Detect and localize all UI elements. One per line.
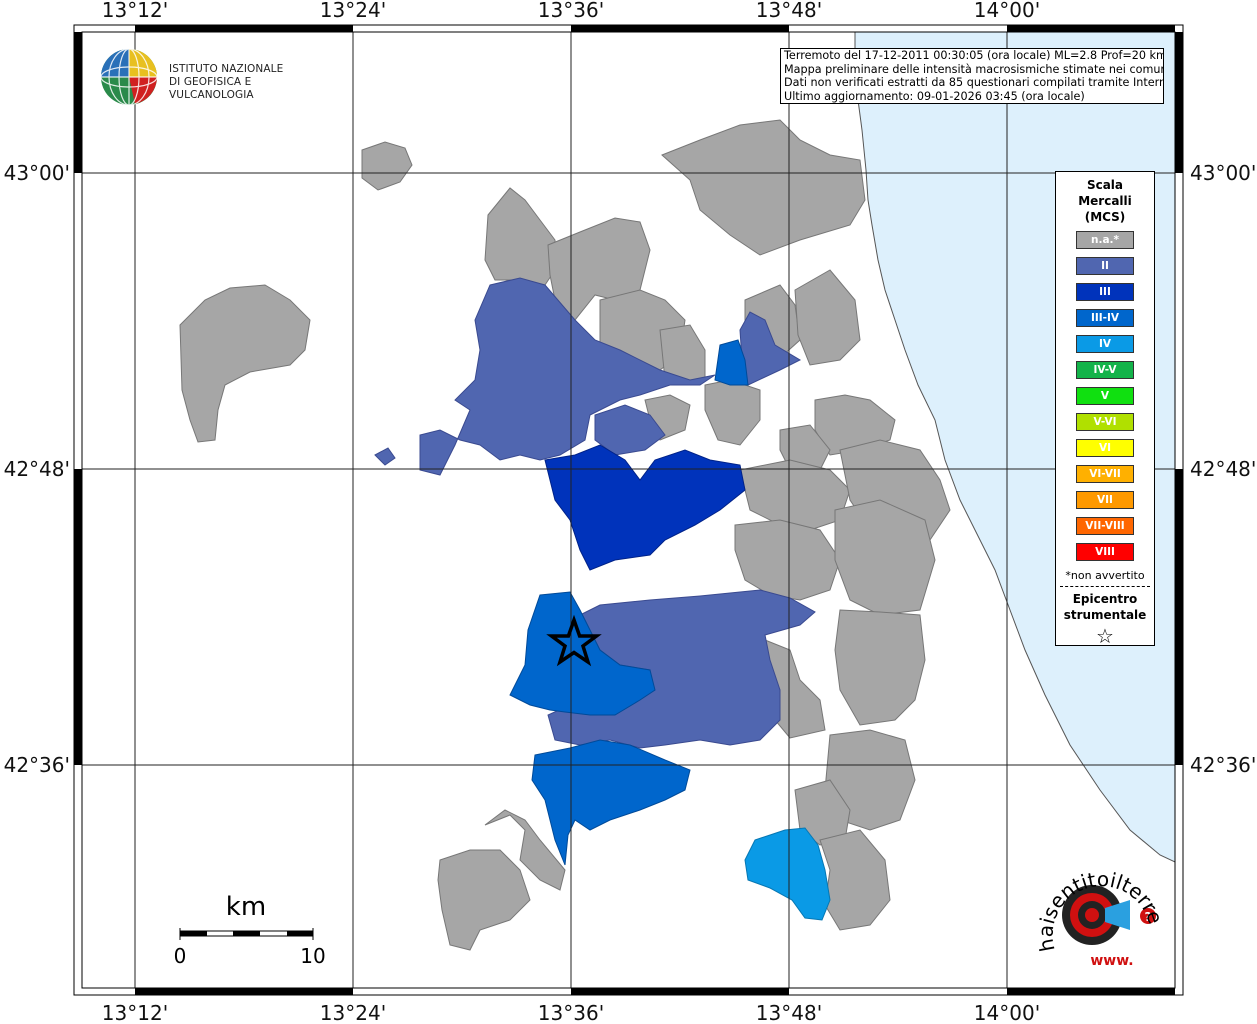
scale-unit: km xyxy=(226,892,266,922)
scale-max: 10 xyxy=(300,944,325,968)
event-info-box: Terremoto del 17-12-2011 00:30:05 (ora l… xyxy=(780,48,1164,104)
legend-note: *non avvertito xyxy=(1065,569,1145,582)
map-frame xyxy=(73,24,1184,996)
star-outline-icon: ☆ xyxy=(1096,624,1114,648)
lon-label: 13°48' xyxy=(756,0,822,22)
legend-swatch: VI xyxy=(1076,439,1134,457)
legend-swatch: III xyxy=(1076,283,1134,301)
legend-title: Mercalli xyxy=(1078,194,1132,208)
lon-label: 14°00' xyxy=(974,0,1040,22)
legend-swatch: IV xyxy=(1076,335,1134,353)
lat-label: 42°48' xyxy=(1190,457,1256,481)
svg-text:?: ? xyxy=(1145,910,1152,924)
graticule xyxy=(82,32,1175,988)
legend-separator xyxy=(1060,586,1150,587)
epicenter-star-icon xyxy=(546,614,602,667)
lat-label: 42°48' xyxy=(4,457,70,481)
hsit-logo-graphic: ? haisentitoilterremoto.it www. xyxy=(1020,831,1167,969)
comuni-intensity-iv xyxy=(744,827,831,921)
event-info-line: Ultimo aggiornamento: 09-01-2026 03:45 (… xyxy=(784,89,1085,103)
ingv-name-line1: ISTITUTO NAZIONALE xyxy=(169,63,284,75)
legend-epicenter: Epicentro xyxy=(1072,592,1138,606)
scale-bar: km 0 10 xyxy=(174,892,326,968)
event-info-line: Mappa preliminare delle intensità macros… xyxy=(784,62,1164,76)
longitude-labels-bottom: 13°12' 13°24' 13°36' 13°48' 14°00' xyxy=(102,1001,1040,1024)
latitude-labels-right: 43°00' 42°48' 42°36' xyxy=(1190,161,1256,777)
ingv-logo: ISTITUTO NAZIONALE DI GEOFISICA E VULCAN… xyxy=(100,48,330,110)
lon-label: 13°36' xyxy=(538,1001,604,1024)
lon-label: 13°36' xyxy=(538,0,604,22)
legend-swatch: II xyxy=(1076,257,1134,275)
legend-swatches: n.a.* II III III-IV IV IV-V V V-VI VI VI-VII VII VI… xyxy=(1056,231,1154,561)
comuni-intensity-iii xyxy=(544,444,746,571)
lon-label: 14°00' xyxy=(974,1001,1040,1024)
legend-epicenter: strumentale xyxy=(1063,608,1147,622)
longitude-labels-top: 13°12' 13°24' 13°36' 13°48' 14°00' xyxy=(102,0,1040,22)
lon-label: 13°24' xyxy=(320,0,386,22)
mcs-legend: Scala Mercalli (MCS) n.a.* II III III-IV IV I… xyxy=(1055,171,1155,648)
legend-title: (MCS) xyxy=(1084,210,1126,224)
legend-swatch: VI-VII xyxy=(1076,465,1134,483)
legend-swatch: VII xyxy=(1076,491,1134,509)
legend-swatch: III-IV xyxy=(1076,309,1134,327)
lon-label: 13°12' xyxy=(102,0,168,22)
event-info-line: Dati non verificati estratti da 85 quest… xyxy=(784,76,1164,89)
hsit-logo-www: www. xyxy=(1090,953,1133,969)
globe-icon xyxy=(100,48,158,106)
lon-label: 13°48' xyxy=(756,1001,822,1024)
lat-label: 42°36' xyxy=(4,753,70,777)
event-info-line: Terremoto del 17-12-2011 00:30:05 (ora l… xyxy=(784,49,1164,62)
hsit-logo: ? haisentitoilterremoto.it www. xyxy=(1020,831,1170,975)
legend-swatch: n.a.* xyxy=(1076,231,1134,249)
ingv-name-line2: DI GEOFISICA E VULCANOLOGIA xyxy=(169,76,254,101)
scale-min: 0 xyxy=(174,944,187,968)
lon-label: 13°12' xyxy=(102,1001,168,1024)
lat-label: 42°36' xyxy=(1190,753,1256,777)
lat-label: 43°00' xyxy=(4,161,70,185)
lat-label: 43°00' xyxy=(1190,161,1256,185)
comuni-not-felt xyxy=(179,119,951,951)
legend-swatch: V-VI xyxy=(1076,413,1134,431)
legend-swatch: IV-V xyxy=(1076,361,1134,379)
lon-label: 13°24' xyxy=(320,1001,386,1024)
legend-title: Scala xyxy=(1086,178,1124,192)
latitude-labels-left: 43°00' 42°48' 42°36' xyxy=(4,161,70,777)
legend-swatch: VIII xyxy=(1076,543,1134,561)
legend-swatch: VII-VIII xyxy=(1076,517,1134,535)
legend-swatch: V xyxy=(1076,387,1134,405)
